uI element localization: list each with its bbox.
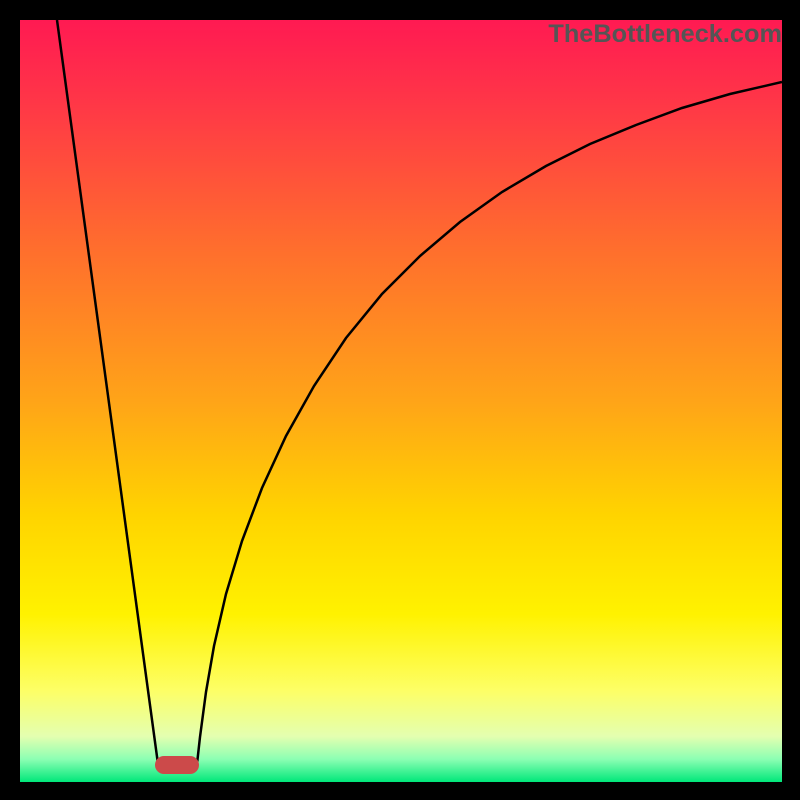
chart-frame: TheBottleneck.com — [0, 0, 800, 800]
bottleneck-marker — [155, 756, 199, 774]
left-descent-line — [57, 20, 158, 764]
plot-area — [20, 20, 782, 782]
watermark-text: TheBottleneck.com — [548, 20, 782, 49]
curves-overlay — [20, 20, 782, 782]
right-rise-curve — [197, 82, 782, 764]
